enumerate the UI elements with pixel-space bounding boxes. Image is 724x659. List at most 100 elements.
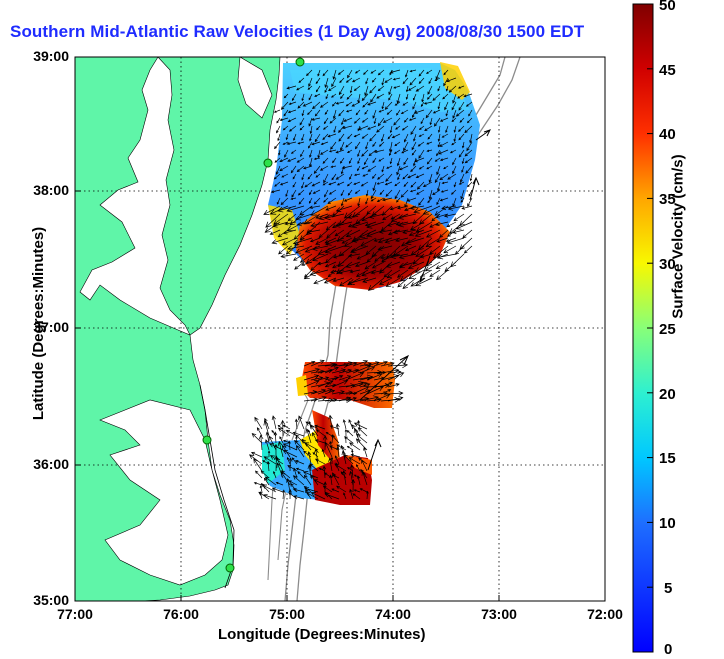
velocity-arrow xyxy=(389,205,401,211)
velocity-arrow xyxy=(410,221,425,231)
velocity-arrow xyxy=(317,376,330,381)
velocity-arrow xyxy=(404,245,417,252)
velocity-arrow xyxy=(319,101,329,108)
colorbar-tick-label: 10 xyxy=(659,515,676,532)
velocity-arrow xyxy=(288,489,292,500)
velocity-arrow xyxy=(405,93,409,100)
velocity-arrow xyxy=(303,165,313,170)
velocity-arrow xyxy=(381,101,385,110)
colorbar-tick-label: 50 xyxy=(659,0,676,14)
velocity-arrow xyxy=(282,443,298,451)
velocity-arrow xyxy=(317,380,334,388)
velocity-arrow xyxy=(336,485,347,493)
velocity-arrow xyxy=(353,117,361,124)
velocity-arrow xyxy=(303,474,312,486)
velocity-arrow xyxy=(317,261,329,266)
velocity-arrow xyxy=(418,213,433,225)
velocity-arrow xyxy=(397,173,401,181)
velocity-arrow xyxy=(325,205,337,211)
velocity-arrow xyxy=(298,77,305,83)
velocity-arrow xyxy=(410,181,417,188)
velocity-arrow xyxy=(406,197,417,202)
velocity-arrow xyxy=(342,470,347,486)
velocity-arrow xyxy=(466,117,473,124)
velocity-arrow xyxy=(324,109,329,115)
velocity-arrow xyxy=(374,149,385,154)
velocity-arrow xyxy=(278,245,289,255)
velocity-arrow xyxy=(367,125,377,130)
velocity-arrow xyxy=(398,221,417,228)
velocity-arrow xyxy=(413,205,433,214)
velocity-arrow xyxy=(461,165,465,173)
velocity-arrow xyxy=(372,157,377,164)
velocity-arrow xyxy=(332,109,337,120)
velocity-arrow xyxy=(344,428,348,437)
velocity-arrow xyxy=(312,101,321,110)
velocity-arrow xyxy=(343,454,354,465)
velocity-arrow xyxy=(260,470,270,479)
velocity-arrow xyxy=(363,157,369,166)
velocity-arrow xyxy=(462,229,473,239)
velocity-arrow xyxy=(282,489,286,500)
velocity-arrow xyxy=(429,117,433,126)
velocity-arrow xyxy=(387,383,400,388)
velocity-arrow xyxy=(292,237,313,246)
velocity-arrow xyxy=(441,205,457,211)
velocity-arrow xyxy=(305,428,312,444)
velocity-arrow xyxy=(276,197,281,205)
velocity-arrow xyxy=(414,261,433,273)
velocity-arrow xyxy=(396,93,401,104)
velocity-arrow xyxy=(340,93,345,99)
velocity-arrow xyxy=(253,458,263,472)
velocity-arrow xyxy=(396,109,401,116)
velocity-arrow xyxy=(381,253,393,263)
velocity-arrow xyxy=(366,397,382,403)
velocity-arrow xyxy=(328,181,337,186)
velocity-arrow xyxy=(349,85,353,94)
velocity-arrow xyxy=(311,141,321,146)
velocity-arrow xyxy=(389,69,401,74)
velocity-arrow xyxy=(381,77,385,86)
velocity-arrow xyxy=(301,109,305,117)
velocity-arrow xyxy=(467,181,473,188)
velocity-arrow xyxy=(393,85,401,89)
velocity-arrow xyxy=(414,157,425,163)
velocity-arrow xyxy=(339,277,353,287)
velocity-arrow xyxy=(348,157,353,164)
velocity-arrow xyxy=(427,133,433,140)
velocity-arrow xyxy=(346,149,353,154)
velocity-arrow xyxy=(323,173,329,184)
velocity-arrow xyxy=(250,451,263,458)
velocity-arrow xyxy=(367,165,377,172)
velocity-arrow xyxy=(437,141,441,148)
velocity-arrow xyxy=(335,101,345,105)
velocity-arrow xyxy=(360,468,368,479)
velocity-arrow xyxy=(282,141,289,145)
velocity-arrow xyxy=(290,482,298,493)
velocity-arrow xyxy=(300,149,305,158)
velocity-arrow xyxy=(367,101,377,106)
velocity-arrow xyxy=(346,445,354,451)
velocity-arrow xyxy=(265,213,281,228)
velocity-arrow xyxy=(355,433,368,444)
velocity-arrow xyxy=(274,181,281,187)
velocity-arrow xyxy=(364,109,369,115)
velocity-arrow xyxy=(373,237,385,242)
velocity-arrow xyxy=(309,149,313,158)
velocity-arrow xyxy=(312,189,321,194)
velocity-arrow xyxy=(334,463,347,472)
velocity-arrow xyxy=(410,125,417,135)
velocity-arrow xyxy=(437,133,441,142)
colorbar-tick-label: 30 xyxy=(659,256,676,273)
velocity-arrow xyxy=(464,125,473,134)
velocity-arrow xyxy=(452,229,465,234)
velocity-arrow xyxy=(310,395,328,402)
velocity-arrow xyxy=(460,197,465,203)
station-marker xyxy=(225,563,235,573)
velocity-arrow xyxy=(314,424,326,430)
velocity-arrow xyxy=(381,165,385,173)
velocity-arrow xyxy=(378,229,393,234)
velocity-arrow xyxy=(437,85,441,92)
velocity-arrow xyxy=(382,117,393,123)
velocity-arrow xyxy=(371,77,377,83)
